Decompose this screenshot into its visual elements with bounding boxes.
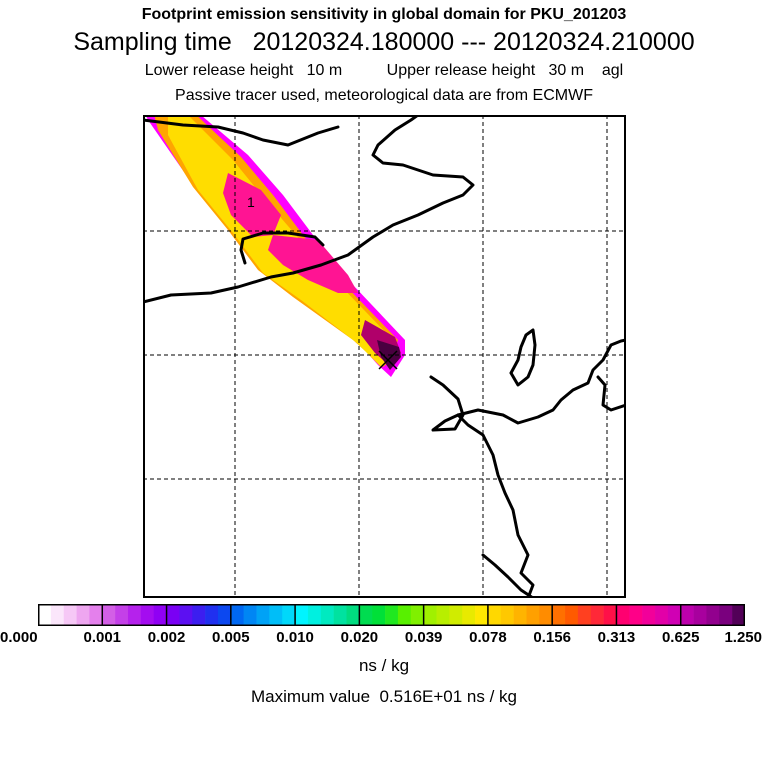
map-grid bbox=[143, 115, 626, 598]
maximum-value: Maximum value 0.516E+01 ns / kg bbox=[251, 687, 517, 706]
colorbar-cell bbox=[552, 604, 566, 626]
colorbar-cell bbox=[629, 604, 643, 626]
colorbar-cell bbox=[423, 604, 437, 626]
colorbar-cell bbox=[410, 604, 424, 626]
colorbar-cell bbox=[667, 604, 682, 626]
colorbar-tick-label: 0.313 bbox=[597, 629, 636, 646]
colorbar-unit: ns / kg bbox=[358, 656, 410, 675]
tracer-info: Passive tracer used, meteorological data… bbox=[175, 87, 593, 104]
colorbar-cell bbox=[680, 604, 694, 626]
colorbar-cell bbox=[462, 604, 476, 626]
colorbar-cell bbox=[192, 604, 206, 626]
colorbar bbox=[38, 604, 745, 626]
colorbar-cell bbox=[115, 604, 129, 626]
colorbar-tick-label: 0.001 bbox=[83, 629, 122, 646]
colorbar-cell bbox=[153, 604, 167, 626]
colorbar-cell bbox=[372, 604, 386, 626]
coastline bbox=[143, 115, 626, 598]
colorbar-tick-label: 0.020 bbox=[340, 629, 379, 646]
colorbar-cell bbox=[230, 604, 244, 626]
colorbar-cell bbox=[565, 604, 579, 626]
colorbar-tick-label: 0.625 bbox=[661, 629, 700, 646]
colorbar-cell bbox=[732, 604, 745, 626]
colorbar-cell bbox=[693, 604, 707, 626]
contour-label: 1 bbox=[247, 194, 255, 210]
colorbar-cell bbox=[140, 604, 154, 626]
colorbar-cell bbox=[500, 604, 514, 626]
colorbar-cell bbox=[269, 604, 283, 626]
colorbar-cell bbox=[166, 604, 180, 626]
colorbar-tick-label: 0.000 bbox=[0, 629, 38, 646]
colorbar-cell bbox=[307, 604, 322, 626]
colorbar-cell bbox=[590, 604, 604, 626]
plume-pink-upper bbox=[223, 173, 281, 237]
colorbar-cell bbox=[217, 604, 232, 626]
colorbar-cell bbox=[38, 604, 52, 626]
colorbar-tick-label: 0.002 bbox=[147, 629, 186, 646]
receptor-marker bbox=[378, 350, 398, 370]
colorbar-cell bbox=[513, 604, 527, 626]
colorbar-cell bbox=[76, 604, 90, 626]
colorbar-cell bbox=[333, 604, 347, 626]
release-heights: Lower release height 10 m Upper release … bbox=[144, 62, 624, 79]
map-frame bbox=[143, 115, 626, 598]
colorbar-tick-label: 1.250 bbox=[724, 629, 762, 646]
colorbar-tick-label: 0.039 bbox=[404, 629, 443, 646]
colorbar-tick-label: 0.078 bbox=[469, 629, 507, 646]
colorbar-cell bbox=[539, 604, 553, 626]
colorbar-cell bbox=[487, 604, 502, 626]
colorbar-cell bbox=[205, 604, 219, 626]
colorbar-cell bbox=[102, 604, 116, 626]
colorbar-tick-label: 0.010 bbox=[276, 629, 314, 646]
footprint-plume bbox=[145, 115, 405, 377]
colorbar-tick-label: 0.005 bbox=[212, 629, 250, 646]
colorbar-cell bbox=[256, 604, 270, 626]
colorbar-cell bbox=[385, 604, 399, 626]
colorbar-cell bbox=[526, 604, 540, 626]
colorbar-cell bbox=[89, 604, 103, 626]
colorbar-cell bbox=[719, 604, 733, 626]
colorbar-cell bbox=[397, 604, 412, 626]
colorbar-cell bbox=[346, 604, 360, 626]
colorbar-cell bbox=[243, 604, 257, 626]
colorbar-cell bbox=[282, 604, 296, 626]
colorbar-cell bbox=[603, 604, 617, 626]
colorbar-cell bbox=[706, 604, 720, 626]
colorbar-cell bbox=[50, 604, 64, 626]
footprint-map: 1 bbox=[143, 115, 626, 598]
colorbar-cell bbox=[179, 604, 193, 626]
colorbar-cell bbox=[642, 604, 656, 626]
colorbar-cell bbox=[436, 604, 450, 626]
colorbar-cell bbox=[63, 604, 77, 626]
plume-pink-lower bbox=[268, 235, 358, 293]
colorbar-cell bbox=[449, 604, 463, 626]
colorbar-cell bbox=[320, 604, 334, 626]
colorbar-cell bbox=[577, 604, 592, 626]
colorbar-cell bbox=[127, 604, 142, 626]
colorbar-cell bbox=[295, 604, 309, 626]
sampling-time: Sampling time 20120324.180000 --- 201203… bbox=[73, 28, 695, 56]
colorbar-cell bbox=[359, 604, 373, 626]
colorbar-cell bbox=[475, 604, 489, 626]
plot-title: Footprint emission sensitivity in global… bbox=[141, 6, 627, 23]
colorbar-cell bbox=[616, 604, 630, 626]
colorbar-cell bbox=[655, 604, 669, 626]
colorbar-tick-label: 0.156 bbox=[533, 629, 571, 646]
